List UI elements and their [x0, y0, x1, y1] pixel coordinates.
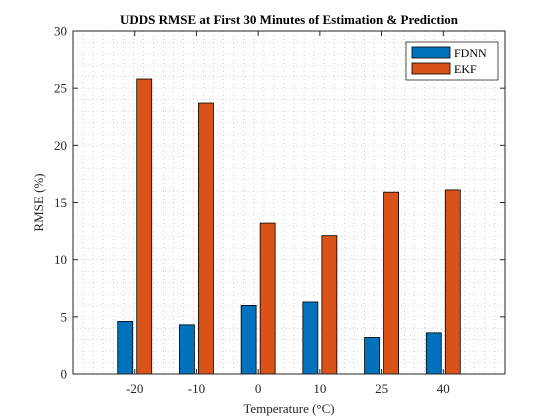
- bar-fdnn--20: [117, 321, 134, 375]
- bar-ekf--20: [136, 78, 153, 375]
- bar-ekf--10: [198, 102, 214, 375]
- x-tick-label: -20: [126, 381, 143, 396]
- bar-fdnn-25: [364, 337, 380, 375]
- bars: [117, 78, 461, 375]
- y-tick-label: 15: [54, 195, 67, 210]
- legend-label-fdnn: FDNN: [454, 46, 487, 60]
- x-axis-label: Temperature (°C): [243, 401, 334, 416]
- y-tick-label: 5: [61, 309, 68, 324]
- x-tick-label: 25: [375, 381, 388, 396]
- bar-ekf-10: [321, 235, 338, 375]
- bar-fdnn-40: [425, 332, 442, 375]
- y-tick-label: 20: [54, 138, 67, 153]
- bar-fdnn--10: [179, 324, 195, 375]
- legend: FDNN EKF: [405, 41, 499, 81]
- x-tick-label: 0: [255, 381, 262, 396]
- y-axis-label: RMSE (%): [31, 173, 46, 231]
- legend-swatch-fdnn: [411, 46, 451, 59]
- plot-area: 0 5 10 15 20 25 30 -20 -10 0 10 25 40: [54, 24, 506, 396]
- y-tick-label: 25: [54, 81, 67, 96]
- bar-fdnn-0: [240, 304, 257, 375]
- bar-fdnn-10: [302, 301, 319, 375]
- chart-title: UDDS RMSE at First 30 Minutes of Estimat…: [120, 12, 459, 27]
- bar-ekf-25: [383, 191, 399, 375]
- x-tick-label: 10: [313, 381, 326, 396]
- bar-ekf-40: [444, 189, 461, 375]
- bar-ekf-0: [259, 222, 276, 375]
- x-tick-label: 40: [437, 381, 450, 396]
- ticks: 0 5 10 15 20 25 30 -20 -10 0 10 25 40: [54, 24, 505, 396]
- legend-label-ekf: EKF: [454, 62, 477, 76]
- y-tick-label: 30: [54, 24, 67, 39]
- x-tick-label: -10: [188, 381, 205, 396]
- legend-swatch-ekf: [411, 62, 451, 75]
- y-tick-label: 0: [61, 367, 68, 382]
- y-tick-label: 10: [54, 252, 67, 267]
